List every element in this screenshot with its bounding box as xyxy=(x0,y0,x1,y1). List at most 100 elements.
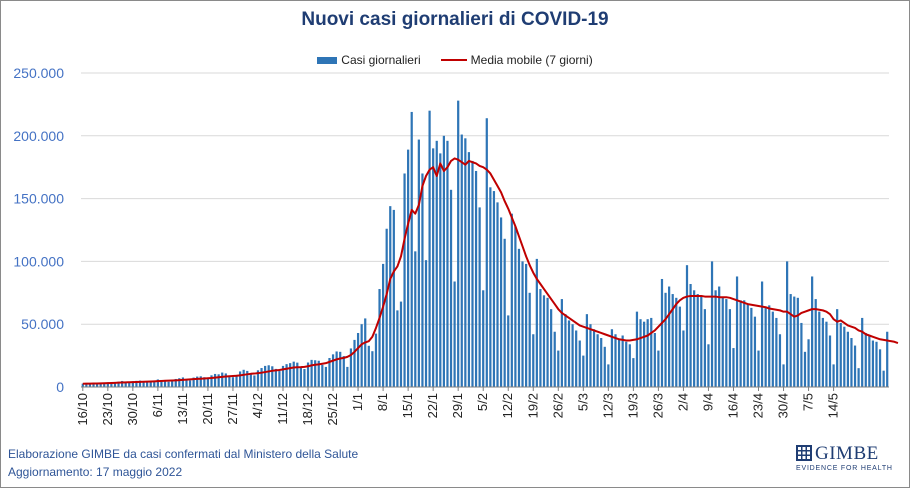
axis-layer: 0 50.000 100.000 150.000 200.000 250.000 16/10… xyxy=(13,65,889,426)
bar xyxy=(403,173,406,387)
moving-average-line xyxy=(82,157,899,385)
x-tick-label: 6/11 xyxy=(150,393,165,417)
bar xyxy=(489,187,492,387)
bar xyxy=(564,314,567,387)
bar xyxy=(285,364,288,387)
bar xyxy=(210,375,213,387)
bar xyxy=(392,209,395,387)
bar xyxy=(432,148,435,387)
bar xyxy=(603,346,606,387)
bar xyxy=(818,311,821,387)
bar xyxy=(678,306,681,387)
bar xyxy=(839,322,842,387)
bar xyxy=(546,297,549,387)
bar xyxy=(407,149,410,387)
bar xyxy=(331,354,335,387)
bar xyxy=(171,380,174,387)
bar xyxy=(646,319,649,387)
bar xyxy=(103,382,106,387)
bar xyxy=(371,351,374,387)
bar xyxy=(782,364,785,387)
bar xyxy=(178,378,181,387)
bar xyxy=(639,319,642,387)
bar xyxy=(399,301,403,387)
bar xyxy=(553,331,556,387)
bar xyxy=(503,238,506,387)
bar xyxy=(828,335,832,387)
bar xyxy=(281,365,285,387)
bar xyxy=(525,263,528,387)
bar xyxy=(650,317,653,387)
bar xyxy=(499,217,503,387)
bar xyxy=(128,382,131,387)
bar xyxy=(296,362,299,387)
bar xyxy=(435,140,438,387)
bar xyxy=(442,135,445,387)
bar xyxy=(303,369,306,387)
footer-update-date: Aggiornamento: 17 maggio 2022 xyxy=(8,465,183,479)
bar xyxy=(700,295,703,387)
bar xyxy=(446,140,449,387)
bar xyxy=(718,286,721,387)
x-tick-label: 16/10 xyxy=(75,393,90,426)
bar xyxy=(800,322,803,387)
bar xyxy=(81,383,84,387)
bar xyxy=(610,329,614,387)
bar xyxy=(156,379,159,387)
bar xyxy=(710,261,714,387)
bar xyxy=(535,258,538,387)
bar xyxy=(153,380,156,387)
bar xyxy=(660,278,664,387)
grid-layer xyxy=(81,72,889,325)
bar xyxy=(857,368,860,387)
bar xyxy=(160,379,163,387)
x-tick-label: 16/4 xyxy=(725,393,740,418)
bar xyxy=(417,139,420,387)
bar xyxy=(453,281,456,387)
x-tick-label: 30/10 xyxy=(125,393,140,426)
bar xyxy=(278,371,281,387)
bar xyxy=(149,381,152,387)
bar xyxy=(571,324,574,387)
bar xyxy=(617,339,621,387)
bar xyxy=(732,348,735,387)
bar xyxy=(292,361,295,387)
bar xyxy=(260,368,263,387)
bar xyxy=(131,381,134,387)
x-tick-label: 12/2 xyxy=(500,393,515,418)
bar xyxy=(539,289,542,387)
legend-item-moving-average: Media mobile (7 giorni) xyxy=(440,53,593,67)
logo-name: GIMBE xyxy=(815,443,879,464)
bar xyxy=(264,365,267,387)
bar xyxy=(88,383,92,387)
bar xyxy=(517,248,521,387)
bar xyxy=(843,326,846,387)
bar xyxy=(803,351,807,387)
bar xyxy=(471,160,474,387)
bar xyxy=(510,213,513,387)
x-tick-label: 18/12 xyxy=(300,393,315,426)
y-tick-label: 0 xyxy=(56,379,64,395)
x-tick-label: 27/11 xyxy=(225,393,240,425)
bar xyxy=(653,332,656,387)
bar xyxy=(460,134,463,387)
bar xyxy=(221,372,224,387)
bar xyxy=(707,344,710,387)
bar xyxy=(396,310,399,387)
x-tick-label: 19/2 xyxy=(525,393,540,418)
logo-grid-icon xyxy=(796,445,812,461)
x-tick-label: 15/1 xyxy=(400,393,415,418)
legend-label-moving-average: Media mobile (7 giorni) xyxy=(470,53,593,67)
logo-tagline: EVIDENCE FOR HEALTH xyxy=(796,465,893,472)
bar xyxy=(474,170,478,387)
x-tick-label: 30/4 xyxy=(776,393,791,418)
bar xyxy=(188,380,192,387)
x-tick-label: 1/1 xyxy=(350,393,365,411)
bar xyxy=(714,290,717,387)
bar xyxy=(482,290,485,387)
x-tick-label: 25/12 xyxy=(325,393,340,426)
x-tick-label: 22/1 xyxy=(425,393,440,418)
bar xyxy=(228,376,231,387)
bar xyxy=(353,339,356,387)
bar xyxy=(356,332,360,387)
